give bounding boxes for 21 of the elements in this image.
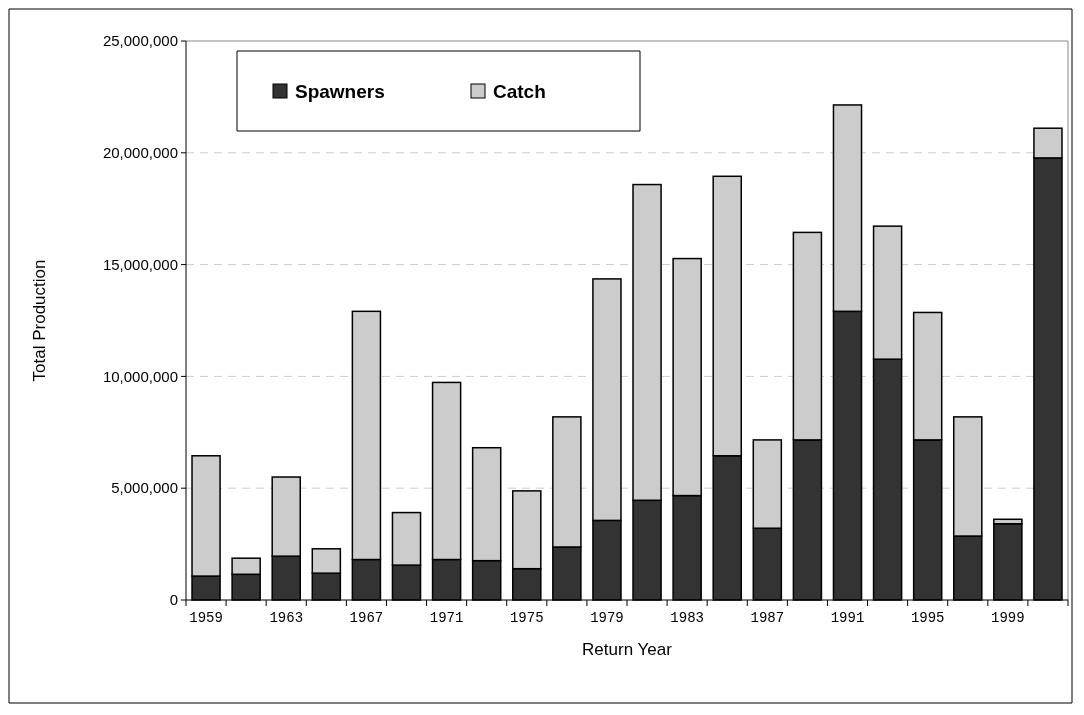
x-tick-label: 1963 xyxy=(269,610,304,626)
y-axis-title: Total Production xyxy=(30,259,49,382)
x-tick-label: 1959 xyxy=(189,610,223,626)
x-tick-label: 1967 xyxy=(349,610,384,626)
x-tick-label: 1971 xyxy=(429,610,464,626)
x-tick-label: 1979 xyxy=(590,610,624,626)
x-tick-label: 1995 xyxy=(910,610,945,626)
y-tick-label: 5,000,000 xyxy=(111,479,178,497)
y-tick-label: 0 xyxy=(169,591,178,609)
x-tick-label: 1975 xyxy=(509,610,544,626)
x-tick-label: 1983 xyxy=(670,610,704,626)
legend-label: Catch xyxy=(493,80,546,102)
y-tick-label: 10,000,000 xyxy=(102,367,178,385)
x-tick-label: 1991 xyxy=(830,610,865,626)
y-tick-label: 15,000,000 xyxy=(102,255,178,273)
x-tick-label: 1987 xyxy=(750,610,785,626)
y-tick-label: 20,000,000 xyxy=(102,144,178,162)
x-tick-label: 1999 xyxy=(991,610,1025,626)
legend-label: Spawners xyxy=(295,80,385,102)
y-tick-label: 25,000,000 xyxy=(102,32,178,50)
x-axis-title: Return Year xyxy=(582,640,673,659)
